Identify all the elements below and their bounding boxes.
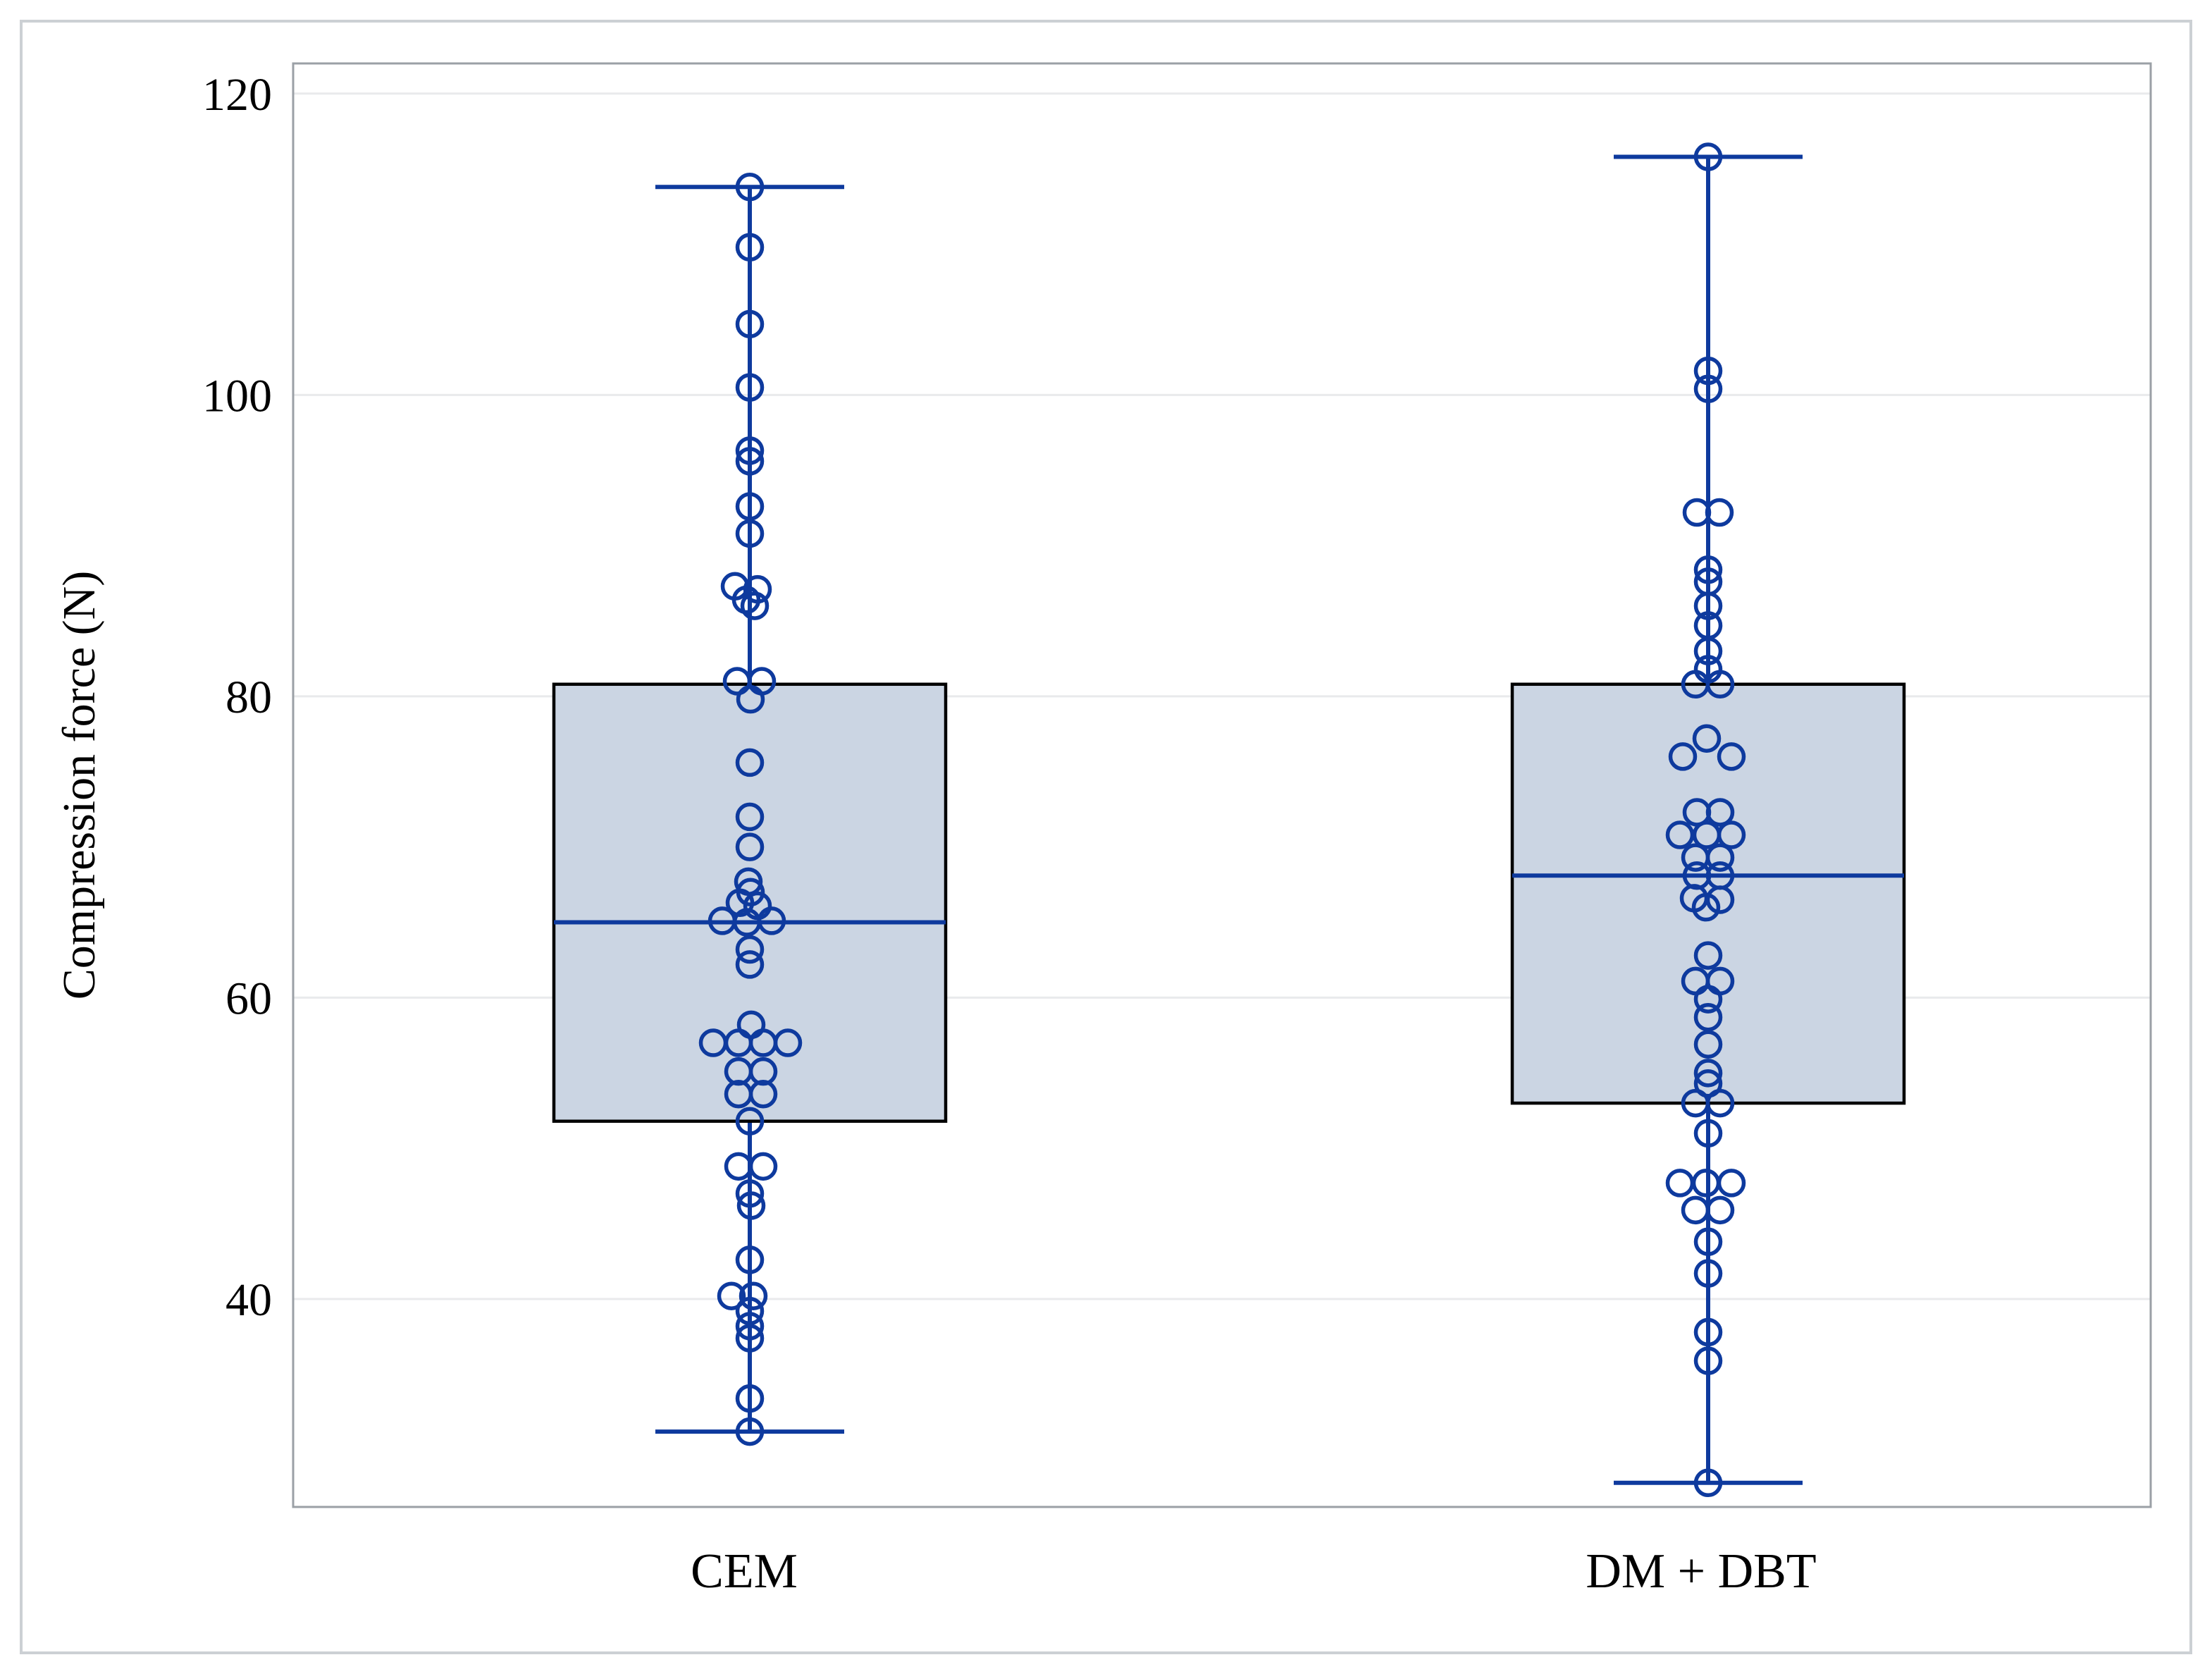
data-point (1668, 742, 1698, 771)
y-axis-label: Compression force (N) (54, 571, 105, 1000)
data-point (1693, 636, 1723, 665)
data-point (739, 1281, 768, 1310)
data-point (736, 1191, 766, 1220)
data-point (1693, 985, 1723, 1014)
y-tick-label: 120 (202, 69, 272, 121)
data-point (1693, 1259, 1723, 1288)
data-point (748, 1057, 778, 1086)
data-point (1717, 742, 1746, 771)
data-point (773, 1028, 803, 1057)
data-point (1705, 843, 1735, 872)
data-point (735, 1245, 765, 1274)
box-group-1 (1510, 142, 1906, 1498)
data-point (1717, 1169, 1746, 1198)
data-point (1705, 885, 1735, 914)
data-point (748, 1152, 778, 1181)
data-point (1705, 670, 1735, 699)
plot-border (292, 62, 2152, 1508)
data-point (1693, 1317, 1723, 1347)
data-point (1693, 142, 1723, 171)
data-point (735, 935, 765, 964)
data-point (1682, 498, 1712, 527)
data-point (735, 1179, 765, 1208)
x-category-label: DM + DBT (1586, 1544, 1816, 1599)
data-point (1693, 591, 1723, 620)
figure-border (20, 20, 2192, 1654)
x-category-label: CEM (691, 1544, 798, 1599)
data-point (735, 492, 765, 521)
data-point (748, 1079, 778, 1109)
data-point (735, 950, 765, 979)
data-point (1705, 1195, 1735, 1225)
data-point (735, 436, 765, 465)
box-group-0 (552, 173, 948, 1446)
data-point (1693, 1002, 1723, 1032)
y-tick-label: 80 (225, 672, 272, 723)
data-point (735, 309, 765, 339)
data-point (735, 1324, 765, 1353)
y-tick-label: 100 (202, 370, 272, 421)
data-point (735, 1384, 765, 1413)
data-point (1693, 1346, 1723, 1375)
data-point (1693, 555, 1723, 584)
data-point (735, 173, 765, 202)
data-point (1717, 820, 1746, 849)
data-point (735, 832, 765, 861)
data-point (735, 1296, 765, 1326)
data-point (740, 591, 770, 620)
y-tick-label: 40 (225, 1274, 272, 1326)
data-point (1693, 1030, 1723, 1059)
data-point (735, 748, 765, 777)
data-point (1693, 941, 1723, 970)
data-point (1705, 1088, 1735, 1118)
data-point (735, 802, 765, 832)
data-point (757, 906, 786, 935)
data-point (735, 1417, 765, 1446)
data-point (1705, 498, 1734, 527)
data-point (735, 519, 765, 548)
data-point (735, 1312, 765, 1341)
data-point (1705, 798, 1735, 827)
data-point (1693, 1468, 1723, 1498)
data-point (736, 684, 765, 714)
data-point (735, 233, 765, 262)
data-point (1691, 892, 1721, 922)
data-point (1693, 356, 1723, 386)
data-point (1693, 1119, 1723, 1148)
data-point (735, 447, 765, 476)
data-point (735, 1107, 765, 1136)
data-point (1693, 1059, 1723, 1088)
data-point (1665, 820, 1695, 849)
data-point (1693, 374, 1723, 404)
data-point (1692, 724, 1722, 753)
data-point (725, 888, 755, 917)
y-tick-label: 60 (225, 973, 272, 1024)
data-point (717, 1281, 746, 1310)
data-point (1693, 1227, 1723, 1256)
data-point (735, 373, 765, 402)
